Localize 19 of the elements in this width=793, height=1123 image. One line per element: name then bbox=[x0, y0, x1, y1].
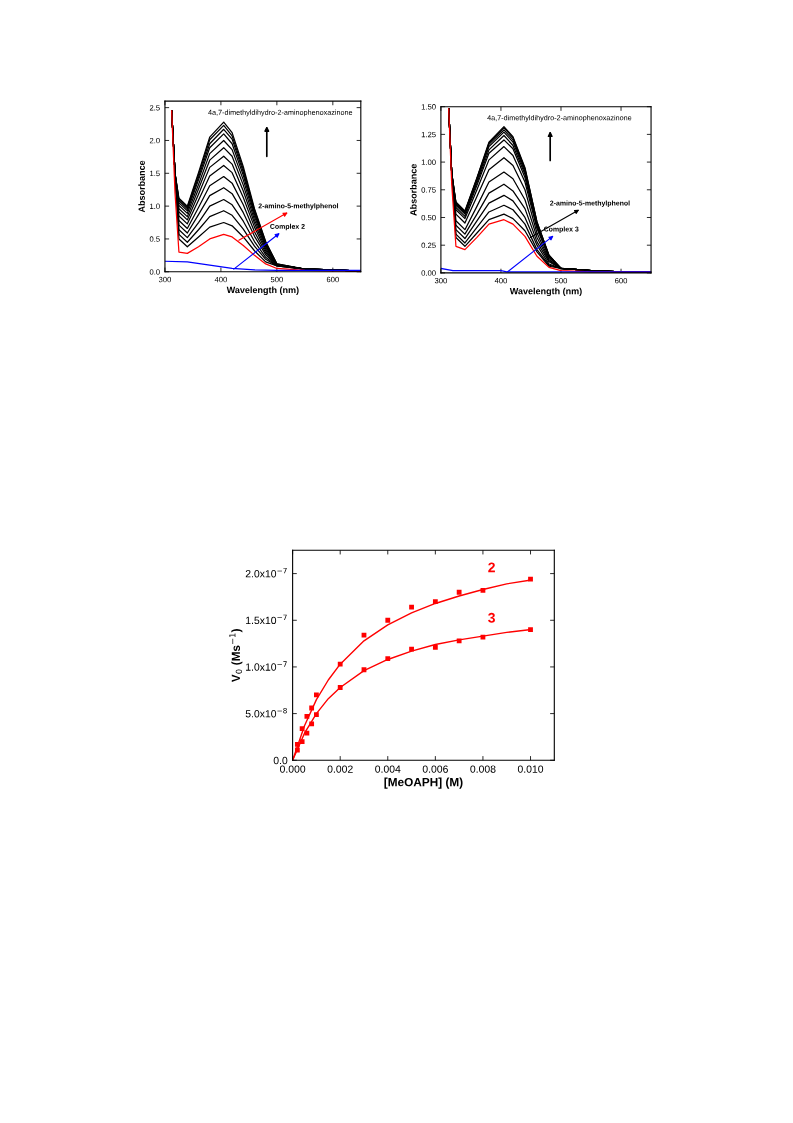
x-tick-label: 0.002 bbox=[327, 765, 353, 773]
x-tick-label: 0.006 bbox=[422, 765, 448, 773]
y-axis-title: Absorbance bbox=[409, 164, 417, 216]
x-axis-title: Wavelength (nm) bbox=[509, 287, 582, 297]
y-tick-label: 2.0x10$^{−7}$ bbox=[245, 568, 287, 578]
x-tick-label: 0.008 bbox=[470, 765, 496, 773]
y-tick-label: 5.0x10$^{−8}$ bbox=[245, 707, 287, 718]
y-tick-label: 1.0x10$^{−7}$ bbox=[246, 661, 287, 671]
x-tick-label: 0.000 bbox=[279, 765, 306, 773]
series-label: 3 bbox=[488, 612, 495, 623]
y-axis-title: Absorbance bbox=[138, 160, 145, 213]
y-axis-title: V$_{0}$ (Ms$^{−1}$) bbox=[229, 629, 243, 683]
x-tick-label: 0.004 bbox=[375, 765, 401, 773]
series-label: 2 bbox=[488, 562, 495, 573]
x-tick-label: 0.010 bbox=[517, 765, 544, 773]
y-tick-label: 1.5x10$^{−7}$ bbox=[246, 614, 287, 625]
x-axis-title: Wavelength (nm) bbox=[226, 286, 299, 295]
y-tick-label: 0.0 bbox=[273, 756, 288, 765]
x-axis-title: [MeOAPH] (M) bbox=[384, 777, 463, 789]
